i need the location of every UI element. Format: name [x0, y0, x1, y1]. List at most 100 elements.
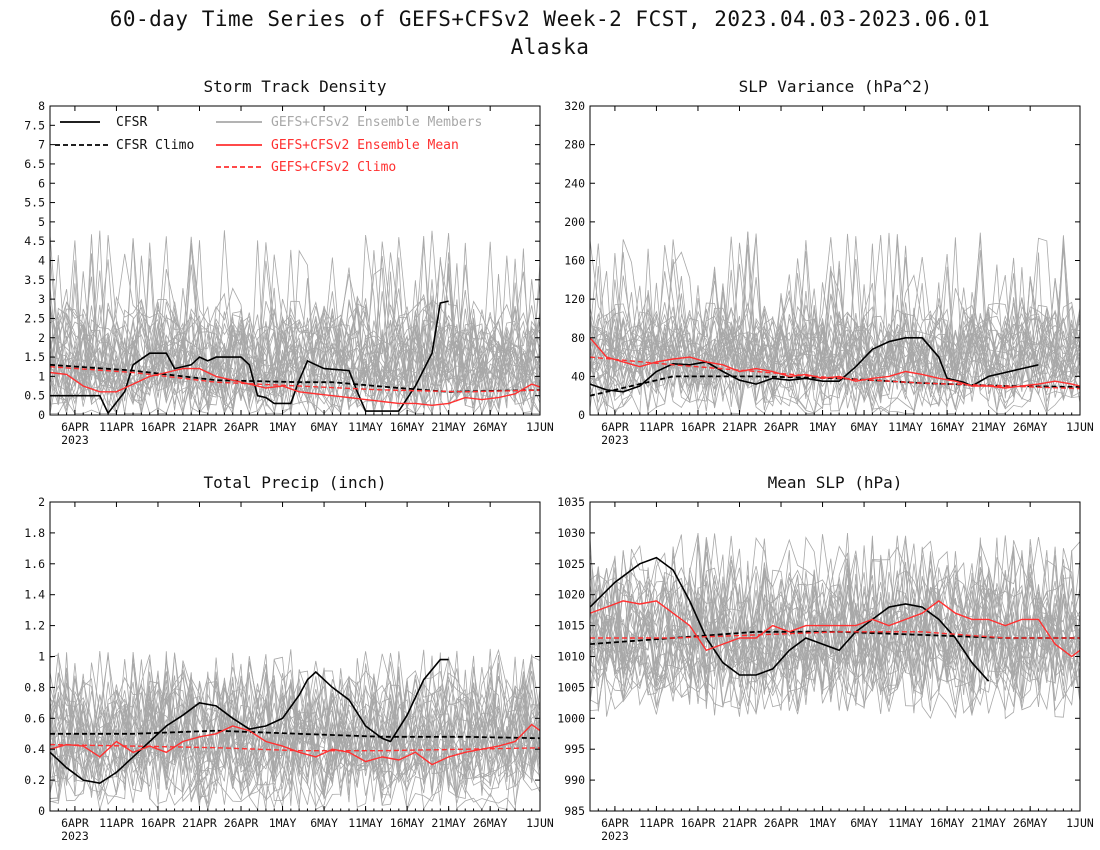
- y-tick-label: 1020: [557, 588, 585, 602]
- series-line: [590, 631, 1080, 639]
- chart-panel: SLP Variance (hPa^2) 0 40 80 120 160 200 240 280…: [564, 77, 1094, 447]
- series-line: [50, 743, 540, 752]
- ensemble-member-line: [50, 651, 540, 799]
- y-tick-label: 1.4: [24, 588, 45, 602]
- y-tick-label: 4: [38, 254, 45, 268]
- ensemble-member-line: [590, 232, 1080, 400]
- ensemble-member-line: [50, 650, 540, 766]
- x-year-label: 2023: [61, 829, 89, 843]
- x-tick-label: 21MAY: [431, 420, 466, 434]
- x-tick-label: 16MAY: [930, 816, 965, 830]
- ensemble-member-line: [590, 315, 1080, 394]
- panel-title: Storm Track Density: [203, 77, 386, 96]
- ensemble-member-line: [590, 243, 1080, 402]
- ensemble-member-line: [590, 534, 1080, 683]
- y-tick-label: 0: [38, 408, 45, 422]
- x-tick-label: 1MAY: [269, 816, 297, 830]
- ensemble-member-line: [590, 548, 1080, 690]
- y-tick-label: 6.5: [24, 157, 45, 171]
- panel-title: Mean SLP (hPa): [768, 473, 903, 492]
- ensemble-member-line: [590, 535, 1080, 714]
- y-tick-label: 990: [564, 773, 585, 787]
- x-tick-label: 1JUN: [526, 816, 554, 830]
- y-tick-label: 985: [564, 804, 585, 818]
- y-tick-label: 1010: [557, 650, 585, 664]
- ensemble-member-line: [50, 666, 540, 764]
- legend-label: CFSR: [116, 115, 147, 130]
- ensemble-member-line: [590, 548, 1080, 678]
- x-tick-label: 6MAY: [310, 420, 338, 434]
- ensemble-member-line: [50, 652, 540, 811]
- ensemble-member-line: [50, 250, 540, 384]
- y-tick-label: 0.4: [24, 742, 45, 756]
- series-line: [590, 556, 990, 682]
- ensemble-member-line: [590, 248, 1080, 410]
- ensemble-member-line: [50, 257, 540, 413]
- series-line: [50, 658, 449, 785]
- x-tick-label: 16MAY: [390, 420, 425, 434]
- x-tick-label: 11MAY: [348, 420, 383, 434]
- ensemble-member-line: [590, 233, 1080, 414]
- x-tick-label: 26APR: [224, 420, 259, 434]
- y-tick-label: 5: [38, 215, 45, 229]
- x-tick-label: 6MAY: [850, 420, 878, 434]
- y-tick-label: 1030: [557, 526, 585, 540]
- x-tick-label: 11MAY: [348, 816, 383, 830]
- legend-members: GEFS+CFSv2 Ensemble Members: [216, 115, 482, 130]
- series-line: [50, 300, 449, 415]
- x-tick-label: 1JUN: [1066, 420, 1094, 434]
- x-tick-label: 1MAY: [809, 816, 837, 830]
- panels-group: Storm Track Density 0 0.5 1 1.5 2 2.5 3 3.5 4 4.5 5…: [24, 77, 1094, 843]
- x-tick-label: 6APR: [601, 420, 629, 434]
- x-tick-label: 26MAY: [1013, 816, 1048, 830]
- x-tick-label: 6APR: [61, 816, 89, 830]
- ensemble-member-line: [50, 254, 540, 394]
- x-tick-label: 6MAY: [310, 816, 338, 830]
- ensemble-member-line: [590, 610, 1080, 719]
- series-line: [590, 336, 1039, 393]
- x-tick-label: 21APR: [182, 816, 217, 830]
- ensemble-member-line: [590, 247, 1080, 389]
- y-tick-label: 160: [564, 254, 585, 268]
- y-tick-label: 2: [38, 495, 45, 509]
- x-tick-label: 26APR: [764, 816, 799, 830]
- x-tick-label: 1JUN: [526, 420, 554, 434]
- x-tick-label: 21APR: [722, 816, 757, 830]
- series-line: [50, 366, 540, 393]
- series-line: [50, 723, 540, 766]
- legend: CFSR CFSR Climo GEFS+CFSv2 Ensemble Member…: [55, 115, 482, 175]
- y-tick-label: 3: [38, 292, 45, 306]
- ensemble-member-line: [590, 537, 1080, 698]
- y-tick-label: 0.8: [24, 680, 45, 694]
- legend-label: GEFS+CFSv2 Ensemble Mean: [271, 138, 459, 153]
- y-tick-label: 7: [38, 138, 45, 152]
- x-tick-label: 16MAY: [930, 420, 965, 434]
- y-tick-label: 6: [38, 176, 45, 190]
- legend-cfsr: CFSR: [60, 115, 147, 130]
- ensemble-member-line: [590, 260, 1080, 395]
- x-tick-label: 21APR: [722, 420, 757, 434]
- y-tick-label: 7.5: [24, 118, 45, 132]
- y-tick-label: 1.5: [24, 350, 45, 364]
- series-lines: [590, 336, 1080, 397]
- ensemble-member-line: [590, 245, 1080, 410]
- y-tick-label: 1.8: [24, 526, 45, 540]
- figure-subtitle: Alaska: [511, 35, 590, 59]
- y-tick-label: 80: [571, 331, 585, 345]
- figure-title: 60-day Time Series of GEFS+CFSv2 Week-2 …: [110, 7, 991, 31]
- y-tick-label: 1015: [557, 619, 585, 633]
- panel-title: Total Precip (inch): [203, 473, 386, 492]
- chart-panel: Mean SLP (hPa) 985 990 995 1000 1005 1010 1015 1…: [557, 473, 1094, 843]
- y-tick-label: 0: [578, 408, 585, 422]
- y-tick-label: 1025: [557, 557, 585, 571]
- x-year-label: 2023: [61, 433, 89, 447]
- ensemble-member-line: [50, 240, 540, 403]
- series-line: [50, 729, 540, 740]
- x-tick-label: 26MAY: [473, 420, 508, 434]
- x-tick-label: 26APR: [764, 420, 799, 434]
- ensemble-member-line: [50, 230, 540, 415]
- y-tick-label: 280: [564, 138, 585, 152]
- y-tick-label: 200: [564, 215, 585, 229]
- legend-ens-mean: GEFS+CFSv2 Ensemble Mean: [216, 138, 459, 153]
- x-year-label: 2023: [601, 433, 629, 447]
